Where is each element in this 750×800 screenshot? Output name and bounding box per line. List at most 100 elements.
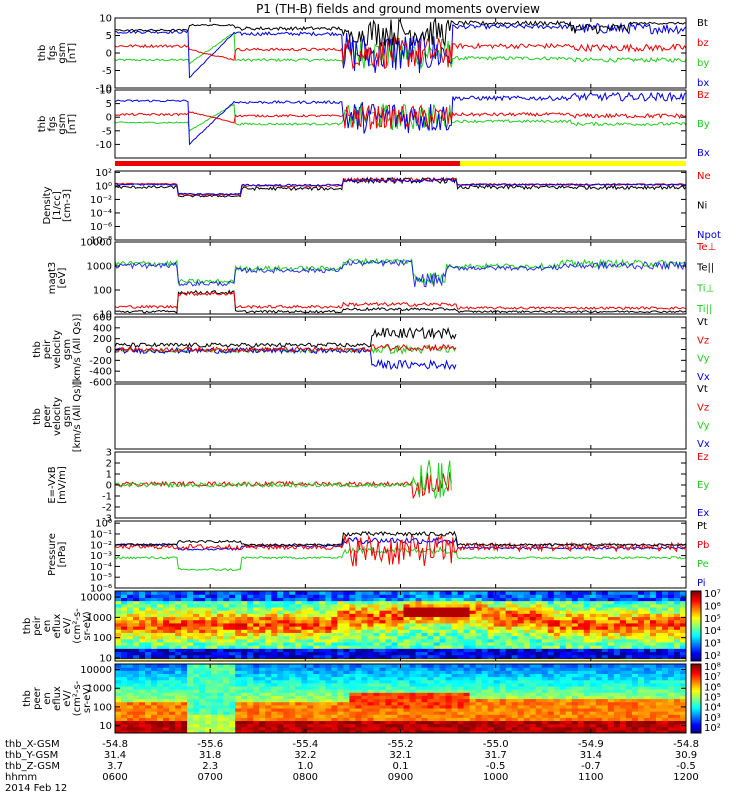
peir_spec-cell [361, 626, 369, 630]
peir_spec-cell [373, 610, 381, 614]
peer_spec-cell [619, 664, 627, 668]
peer_spec-cell [601, 673, 609, 678]
peer_spec-cell [553, 714, 561, 718]
peer_spec-cell [457, 701, 465, 706]
peir_spec-cell [397, 616, 405, 621]
peer_spec-cell [487, 717, 495, 722]
peir_spec-cell [559, 632, 567, 637]
fgs2-legend-2: Bx [697, 148, 710, 159]
peir_spec-cell [607, 610, 615, 614]
pressure-ylabel-line: [nPa] [57, 541, 68, 567]
peir_spec-cell [463, 632, 471, 637]
peir_spec-cell [613, 606, 621, 611]
peer_spec-cell [463, 698, 471, 703]
peer_spec-cell [151, 670, 158, 675]
peer_spec-cell [379, 673, 387, 678]
peer_spec-cell [157, 689, 164, 693]
peer_spec-cell [625, 729, 633, 733]
peer_spec-cell [361, 689, 369, 693]
peer_spec-cell [655, 679, 663, 684]
peir_spec-cell [649, 638, 657, 643]
peir_spec-cell [649, 654, 657, 659]
peer_spec-cell [589, 723, 597, 728]
peir_spec-cell [439, 641, 447, 646]
peer_spec-cell [667, 670, 675, 675]
peer_spec-cell [373, 695, 381, 700]
peer_spec-cell [445, 664, 453, 668]
peer_spec-cell [583, 670, 591, 675]
peir_spec-cell [649, 597, 657, 602]
peer-ylabel-line: peer [42, 404, 53, 428]
peir_spec-cell [463, 648, 471, 653]
peir_spec-cell [421, 622, 429, 627]
peer_spec-cell [499, 676, 507, 681]
peer_spec-cell [511, 664, 519, 668]
peer_spec-colorbar-bin [691, 676, 701, 679]
peir_spec-cell [427, 597, 435, 602]
peer_spec-cell [175, 695, 182, 700]
peer_spec-cell [637, 704, 645, 709]
peer_spec-cell [469, 664, 477, 668]
peer_spec-cell [595, 679, 603, 684]
peer_spec-cell [469, 682, 477, 687]
peer_spec-cell [163, 676, 170, 681]
peir_spec-cell [349, 641, 357, 646]
peer_spec-cell [259, 679, 266, 684]
peir_spec-cell [235, 635, 242, 640]
peer_spec-cell [343, 676, 351, 681]
temp-ytick-label: 1000 [87, 262, 112, 273]
peir_spec-cell [457, 641, 465, 646]
peer_spec-cell [163, 685, 170, 690]
peir_spec-cell [235, 648, 242, 653]
peir_spec-cell [373, 648, 381, 653]
temp-ytick-label: 100 [93, 286, 112, 297]
peer_spec-cell [427, 726, 435, 731]
peir_spec-cell [115, 597, 122, 602]
peir_spec-cell [661, 645, 669, 649]
peer_spec-cell [397, 698, 405, 703]
peer_spec-cell [409, 707, 417, 712]
peir_spec-cell [259, 648, 266, 653]
peer_spec-cell [241, 676, 248, 681]
peir_spec-cell [307, 654, 314, 659]
peer_spec-cell [247, 729, 254, 733]
peer_spec-cell [673, 676, 681, 681]
peer_spec-cell [433, 720, 441, 725]
peir_spec-cell [619, 632, 627, 637]
peer_spec-cell [271, 726, 278, 731]
peir_spec-cell [205, 654, 212, 659]
efield-ytick-label: 1 [106, 470, 112, 481]
peer_spec-cell [121, 692, 128, 696]
peer_spec-cell [199, 670, 206, 675]
peer_spec-cell [553, 664, 561, 668]
peir_spec-cell [499, 629, 507, 633]
peer_spec-cell [427, 698, 435, 703]
peer_spec-cell [487, 673, 495, 678]
peer_spec-cell [451, 676, 459, 681]
peer_spec-cell [367, 717, 375, 722]
peir_spec-cell [463, 600, 471, 605]
peir_spec-cell [505, 635, 513, 640]
peir_spec-cell [259, 632, 266, 637]
peer_spec-cell [475, 676, 483, 681]
peir_spec-cell [271, 600, 278, 605]
peer_spec-cell [655, 673, 663, 678]
peer_spec-cell [451, 704, 459, 709]
peer_spec-cell [259, 701, 266, 706]
peer_spec-cell [547, 726, 555, 731]
peer_spec-cell [169, 670, 176, 675]
peer_spec-cell [397, 695, 405, 700]
xaxis-tick-label: 0700 [197, 772, 222, 783]
peer_spec-cell [505, 704, 513, 709]
peir_spec-cell [139, 606, 146, 611]
peer_spec-cell [277, 689, 284, 693]
peer_spec-cell [625, 676, 633, 681]
peir_spec-cell [679, 619, 686, 624]
peer_spec-cell [601, 679, 609, 684]
peer_spec-colorbar-bin [691, 682, 701, 686]
peir_spec-cell [325, 616, 332, 621]
peir_spec-cell [313, 629, 320, 633]
peir_spec-cell [217, 638, 224, 643]
peir_spec-cell [157, 606, 164, 611]
